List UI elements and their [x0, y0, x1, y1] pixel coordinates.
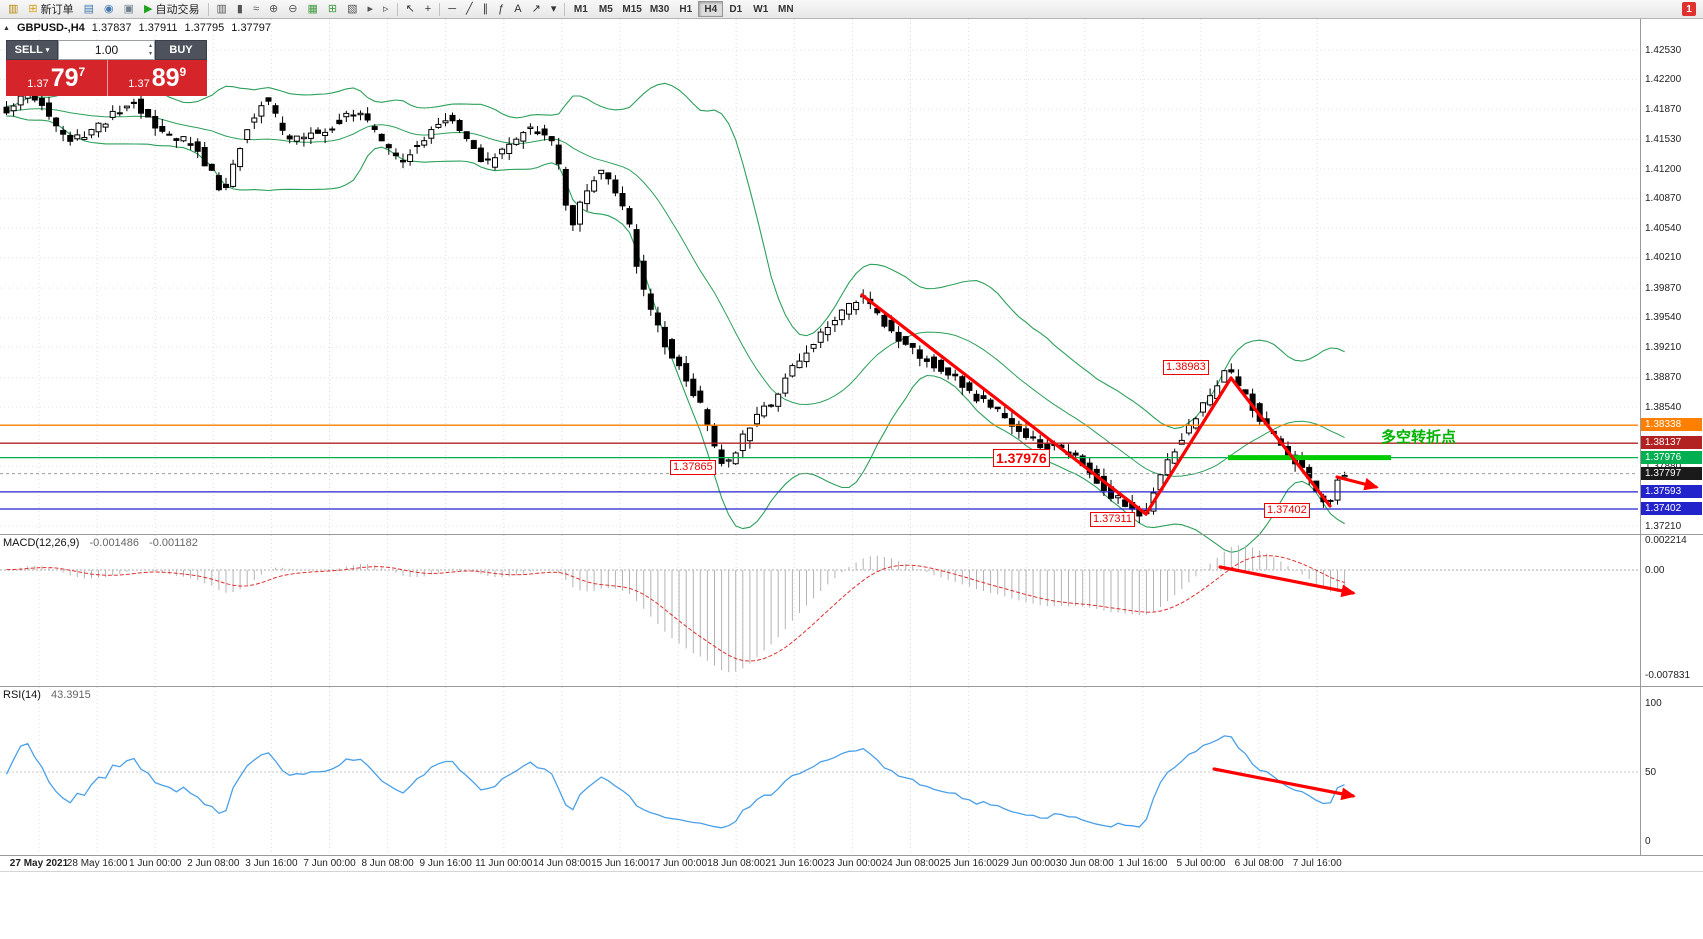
- new-order-button[interactable]: ⊞ 新订单: [23, 1, 78, 18]
- candlestick-mode-icon-glyph: ▮: [236, 2, 243, 15]
- sell-price-prefix: 1.37: [27, 78, 49, 90]
- new-order-glyph: ⊞: [28, 2, 38, 15]
- timeframe-m5[interactable]: M5: [598, 3, 613, 15]
- terminal-icon-glyph: ▣: [123, 2, 135, 15]
- buy-button-label: BUY: [169, 44, 193, 56]
- zoom-in-icon[interactable]: ⊕: [264, 1, 283, 18]
- equidistant-channel-icon[interactable]: ∥: [478, 1, 494, 18]
- timeframe-h1[interactable]: H1: [679, 3, 693, 15]
- buy-price-main: 89: [151, 63, 180, 92]
- sell-price-pip: 7: [78, 65, 86, 79]
- spin-down-icon[interactable]: ▾: [148, 51, 152, 57]
- cursor-icon-glyph: ↖: [405, 2, 415, 15]
- toolbar: ▥ ⊞ 新订单 ▤ ◉ ▣ ▶ 自动交易 ▥ ▮ ≈ ⊕ ⊖ ▦ ⊞ ▧ ▸ ▹ ↖ + ─ ╱ ∥ ƒ A ↗ ▾ M1 M5 M15 M…: [0, 0, 1703, 19]
- timeframe-m30[interactable]: M30: [649, 3, 670, 15]
- zoom-out-icon[interactable]: ⊖: [283, 1, 302, 18]
- autotrading-button[interactable]: ▶ 自动交易: [139, 1, 204, 18]
- cursor-icon[interactable]: ↖: [401, 1, 420, 18]
- fibonacci-icon-glyph: ƒ: [498, 2, 505, 15]
- market-watch-icon[interactable]: ▤: [79, 1, 99, 18]
- more-tools-icon-glyph: ▾: [550, 2, 557, 15]
- new-chart-icon-glyph: ⊞: [327, 2, 338, 15]
- sell-button[interactable]: SELL ▾: [6, 40, 58, 60]
- volume-value: 1.00: [94, 43, 119, 57]
- crosshair-icon-glyph: +: [424, 2, 432, 15]
- timeframe-h4[interactable]: H4: [698, 1, 724, 17]
- bar-chart-mode-icon-glyph: ▥: [216, 2, 227, 15]
- quote-prices: 1.37 79 7 1.37 89 9: [6, 60, 207, 96]
- sell-price[interactable]: 1.37 79 7: [6, 60, 107, 96]
- new-order-button-label: 新订单: [40, 4, 74, 16]
- notification-badge[interactable]: 1: [1682, 2, 1696, 16]
- tile-windows-icon[interactable]: ▦: [302, 1, 322, 18]
- sell-dropdown-icon: ▾: [45, 47, 50, 54]
- zoom-in-icon-glyph: ⊕: [269, 2, 279, 15]
- buy-price[interactable]: 1.37 89 9: [106, 60, 208, 96]
- bar-chart-mode-icon[interactable]: ▥: [212, 1, 232, 18]
- charts-window-icon[interactable]: ▥: [3, 1, 23, 18]
- text-label-icon[interactable]: A: [509, 1, 526, 18]
- chart-shift-icon[interactable]: ▹: [378, 1, 394, 18]
- fibonacci-icon[interactable]: ƒ: [493, 1, 509, 18]
- spin-up-icon[interactable]: ▴: [148, 43, 152, 49]
- toolbar-separator: [564, 2, 566, 16]
- new-chart-icon[interactable]: ⊞: [323, 1, 342, 18]
- buy-price-pip: 9: [179, 65, 187, 79]
- horizontal-line-icon-glyph: ─: [448, 2, 457, 15]
- tile-windows-icon-glyph: ▦: [307, 2, 318, 15]
- text-label-icon-glyph: A: [514, 2, 522, 15]
- arrow-tool-icon[interactable]: ↗: [527, 1, 546, 18]
- sell-button-label: SELL: [14, 44, 43, 56]
- buy-price-prefix: 1.37: [128, 78, 150, 90]
- zoom-out-icon-glyph: ⊖: [288, 2, 298, 15]
- line-chart-mode-icon[interactable]: ≈: [248, 1, 264, 18]
- equidistant-channel-icon-glyph: ∥: [482, 2, 489, 15]
- timeframe-w1[interactable]: W1: [753, 3, 769, 15]
- timeframe-mn[interactable]: MN: [777, 3, 794, 15]
- autotrading-button-label: 自动交易: [155, 4, 200, 16]
- sell-price-main: 79: [50, 63, 79, 92]
- autotrading-glyph: ▶: [144, 2, 153, 15]
- horizontal-line-icon[interactable]: ─: [443, 1, 461, 18]
- trendline-icon-glyph: ╱: [466, 2, 473, 15]
- market-watch-icon-glyph: ▤: [83, 2, 95, 15]
- navigator-icon-glyph: ◉: [104, 2, 114, 15]
- terminal-icon[interactable]: ▣: [119, 1, 139, 18]
- chart-shift-icon-glyph: ▹: [383, 2, 389, 15]
- charts-window-icon-glyph: ▥: [8, 2, 19, 15]
- more-tools-icon[interactable]: ▾: [546, 1, 562, 18]
- trendline-icon[interactable]: ╱: [461, 1, 478, 18]
- auto-scroll-icon-glyph: ▸: [367, 2, 374, 15]
- toolbar-separator: [439, 2, 441, 16]
- volume-spinner[interactable]: ▴ ▾: [149, 42, 152, 58]
- candlestick-mode-icon[interactable]: ▮: [232, 1, 248, 18]
- buy-button[interactable]: BUY: [155, 40, 207, 60]
- timeframe-m1[interactable]: M1: [573, 3, 588, 15]
- profiles-icon-glyph: ▧: [347, 2, 358, 15]
- navigator-icon[interactable]: ◉: [99, 1, 119, 18]
- auto-scroll-icon[interactable]: ▸: [363, 1, 379, 18]
- line-chart-mode-icon-glyph: ≈: [252, 2, 260, 15]
- profiles-icon[interactable]: ▧: [342, 1, 362, 18]
- crosshair-icon[interactable]: +: [420, 1, 436, 18]
- volume-input[interactable]: 1.00 ▴ ▾: [58, 40, 155, 60]
- timeframe-m15[interactable]: M15: [622, 3, 642, 15]
- toolbar-separator: [207, 2, 209, 16]
- toolbar-separator: [396, 2, 398, 16]
- one-click-trade-panel: SELL ▾ 1.00 ▴ ▾ BUY 1.37 79: [6, 40, 207, 96]
- timeframe-d1[interactable]: D1: [729, 3, 743, 15]
- arrow-tool-icon-glyph: ↗: [531, 2, 541, 15]
